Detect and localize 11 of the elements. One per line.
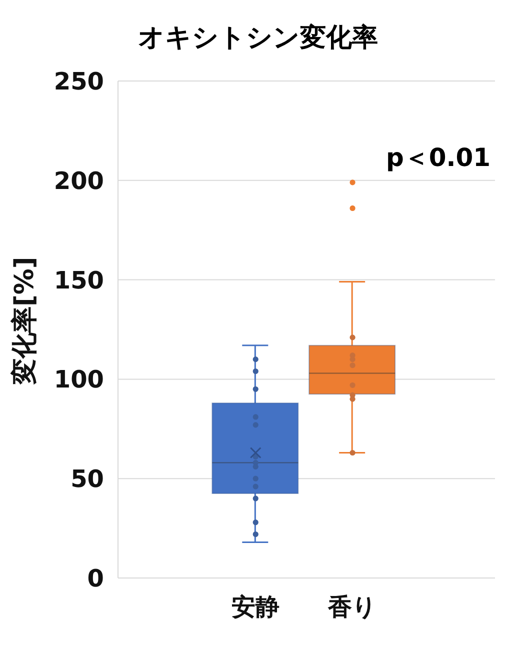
y-tick-label: 150 xyxy=(54,266,104,294)
annotation: p＜0.01 xyxy=(386,142,491,174)
y-tick-label: 250 xyxy=(54,68,104,96)
y-tick-label: 100 xyxy=(54,366,104,394)
y-tick-label: 0 xyxy=(87,564,104,593)
y-axis-title: 変化率[%] xyxy=(10,256,40,386)
y-tick-label: 200 xyxy=(54,166,104,195)
y-tick-label: 50 xyxy=(70,465,104,494)
x-tick-label: 香り xyxy=(327,593,378,622)
chart-title: オキシトシン変化率 xyxy=(137,22,379,55)
x-tick-label: 安静 xyxy=(232,593,280,622)
